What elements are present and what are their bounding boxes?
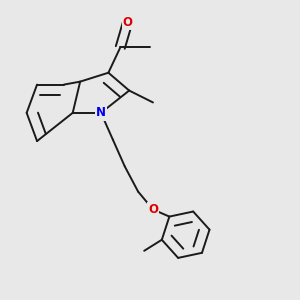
Text: O: O [148, 203, 158, 216]
Text: N: N [96, 106, 106, 119]
Text: O: O [123, 16, 133, 29]
